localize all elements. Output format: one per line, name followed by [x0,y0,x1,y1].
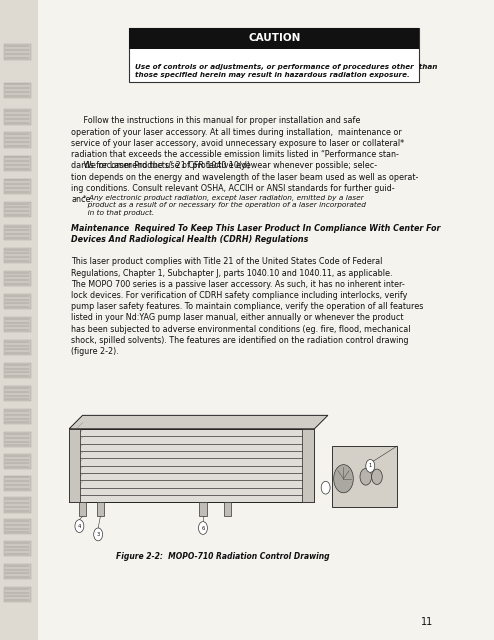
Bar [3,294,31,309]
Text: 11: 11 [420,617,433,627]
Bar [3,386,31,401]
Text: 4: 4 [78,524,81,529]
Bar [3,541,31,556]
Text: CAUTION: CAUTION [248,33,300,44]
Text: 3: 3 [96,532,100,537]
Bar [69,429,315,502]
Circle shape [360,468,371,485]
Bar [79,502,86,516]
Text: 6: 6 [201,525,205,531]
Bar [3,476,31,491]
Bar [3,179,31,194]
Bar [97,502,104,516]
Bar [3,587,31,602]
Bar [3,156,31,171]
Circle shape [199,522,207,534]
Bar [129,28,419,82]
Bar [224,502,231,516]
Bar [3,317,31,332]
Bar [3,271,31,286]
Text: This laser product complies with Title 21 of the United States Code of Federal
R: This laser product complies with Title 2… [71,257,424,356]
Text: * Any electronic product radiation, except laser radiation, emitted by a laser
 : * Any electronic product radiation, exce… [71,195,366,216]
Bar [3,202,31,217]
Bar [3,409,31,424]
Bar [3,225,31,240]
Bar [3,497,31,513]
Circle shape [366,460,375,472]
Bar [3,44,31,60]
Text: Figure 2-2:  MOPO-710 Radiation Control Drawing: Figure 2-2: MOPO-710 Radiation Control D… [116,552,330,561]
Bar [0,0,38,640]
Circle shape [75,520,84,532]
Bar [3,109,31,125]
Bar [3,519,31,534]
Bar [302,429,315,502]
Bar [200,502,206,516]
Bar [69,429,81,502]
Polygon shape [69,415,328,429]
Bar [3,83,31,98]
Bar [3,248,31,263]
Bar [3,432,31,447]
Circle shape [333,465,353,493]
Circle shape [371,469,382,484]
Bar [3,454,31,469]
Text: Maintenance  Required To Keep This Laser Product In Compliance With Center For
D: Maintenance Required To Keep This Laser … [71,224,441,244]
Bar [129,28,419,49]
Bar [3,340,31,355]
Text: We recommend the use of protective eyewear whenever possible; selec-
tion depend: We recommend the use of protective eyewe… [71,161,419,204]
Text: Use of controls or adjustments, or performance of procedures other  than
those s: Use of controls or adjustments, or perfo… [135,64,437,78]
Bar [3,363,31,378]
Bar [332,446,397,507]
Text: 1: 1 [369,463,372,468]
Text: Follow the instructions in this manual for proper installation and safe
operatio: Follow the instructions in this manual f… [71,116,405,170]
Bar [3,564,31,579]
Bar [3,132,31,148]
Circle shape [321,481,330,494]
Circle shape [94,528,103,541]
